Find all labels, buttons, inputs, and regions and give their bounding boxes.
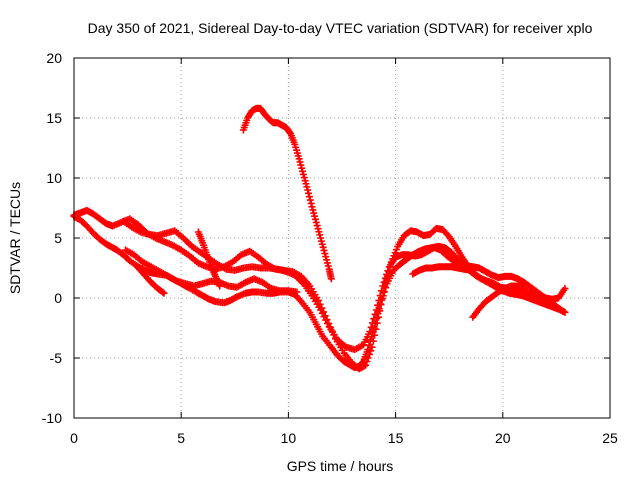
data-point-interp [377, 287, 385, 295]
data-point-interp [384, 267, 392, 275]
data-point [520, 284, 528, 292]
series-track-6 [239, 104, 335, 283]
data-point-interp [306, 196, 314, 204]
x-tick-label: 20 [495, 430, 511, 446]
data-point [216, 282, 224, 290]
y-tick-label: 10 [46, 170, 62, 186]
data-layer [70, 104, 569, 373]
y-tick-label: 5 [54, 230, 62, 246]
data-point-interp [370, 315, 378, 323]
data-point [561, 284, 569, 292]
data-point-interp [296, 296, 304, 304]
series-track-3 [119, 217, 567, 354]
y-tick-label: -10 [42, 410, 62, 426]
data-point-interp [368, 319, 376, 327]
x-tick-label: 10 [281, 430, 297, 446]
data-point-interp [364, 354, 372, 362]
data-point [362, 361, 370, 369]
data-point-interp [305, 189, 313, 197]
data-point [559, 307, 567, 315]
series-track-9 [194, 228, 224, 290]
series-track-5 [134, 264, 168, 297]
data-point-interp [376, 292, 384, 300]
x-tick-label: 25 [602, 430, 618, 446]
data-point-interp [367, 323, 375, 331]
data-point-interp [372, 325, 380, 333]
data-point [372, 306, 380, 314]
data-point [379, 282, 387, 290]
data-point-interp [375, 296, 383, 304]
data-point [293, 288, 301, 296]
y-tick-label: -5 [50, 350, 63, 366]
data-point-interp [307, 199, 315, 207]
data-point-interp [369, 337, 377, 345]
data-point-interp [363, 358, 371, 366]
data-point [304, 186, 312, 194]
data-point [366, 328, 374, 336]
y-tick-label: 15 [46, 110, 62, 126]
series-track-7 [409, 263, 475, 278]
series-track-8 [469, 282, 528, 321]
y-tick-label: 0 [54, 290, 62, 306]
data-point-interp [558, 306, 566, 314]
data-point-interp [371, 310, 379, 318]
data-point-interp [371, 331, 379, 339]
y-tick-label: 20 [46, 50, 62, 66]
data-point-interp [365, 350, 373, 358]
data-point-interp [367, 347, 375, 355]
x-tick-label: 15 [388, 430, 404, 446]
data-point-interp [383, 270, 391, 278]
data-point-interp [305, 193, 313, 201]
data-point-interp [159, 288, 167, 296]
x-tick-label: 5 [177, 430, 185, 446]
y-axis-label: SDTVAR / TECUs [7, 182, 23, 294]
data-point [160, 289, 168, 297]
data-point [467, 266, 475, 274]
data-point-interp [380, 278, 388, 286]
ticks: 0 5 10 15 20 25 -10 -5 0 5 10 15 20 [42, 50, 618, 446]
data-point [327, 275, 335, 283]
x-axis-label: GPS time / hours [287, 458, 394, 474]
data-point-interp [376, 307, 384, 315]
x-tick-label: 0 [70, 430, 78, 446]
data-point-interp [374, 301, 382, 309]
data-point [368, 343, 376, 351]
data-point-interp [381, 274, 389, 282]
chart-title: Day 350 of 2021, Sidereal Day-to-day VTE… [88, 20, 593, 36]
